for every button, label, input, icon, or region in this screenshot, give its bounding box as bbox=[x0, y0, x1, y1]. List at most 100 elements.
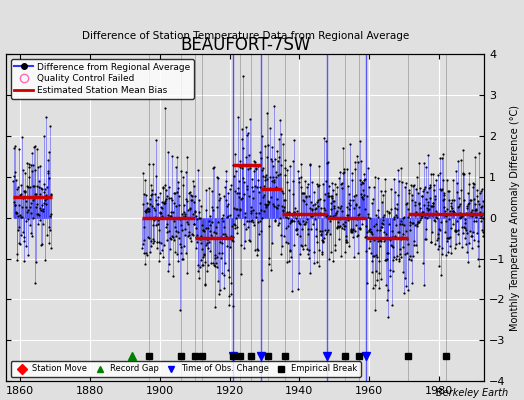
Point bbox=[13, 250, 21, 257]
Point bbox=[265, 255, 274, 261]
Point bbox=[351, 228, 359, 234]
Point bbox=[271, 218, 279, 224]
Point bbox=[453, 218, 461, 224]
Point bbox=[251, 158, 259, 165]
Point bbox=[276, 214, 285, 221]
Point bbox=[462, 226, 470, 233]
Point bbox=[366, 215, 375, 222]
Point bbox=[208, 219, 216, 225]
Point bbox=[360, 192, 368, 198]
Point bbox=[402, 180, 411, 186]
Point bbox=[150, 207, 159, 213]
Point bbox=[179, 214, 188, 221]
Point bbox=[43, 232, 51, 239]
Point bbox=[315, 228, 324, 235]
Point bbox=[243, 132, 251, 138]
Point bbox=[25, 160, 33, 167]
Point bbox=[476, 208, 484, 215]
Point bbox=[160, 200, 168, 206]
Point bbox=[34, 211, 42, 218]
Point bbox=[314, 203, 322, 210]
Point bbox=[143, 252, 151, 259]
Point bbox=[144, 207, 152, 214]
Point bbox=[445, 234, 453, 241]
Point bbox=[38, 194, 46, 200]
Point bbox=[383, 208, 391, 214]
Point bbox=[388, 243, 397, 250]
Point bbox=[278, 243, 287, 249]
Point bbox=[233, 206, 242, 213]
Point bbox=[383, 250, 391, 256]
Point bbox=[198, 246, 206, 252]
Point bbox=[419, 202, 428, 208]
Point bbox=[27, 233, 36, 240]
Point bbox=[285, 208, 293, 215]
Point bbox=[303, 184, 311, 190]
Point bbox=[258, 215, 267, 222]
Point bbox=[255, 210, 264, 216]
Point bbox=[260, 192, 268, 198]
Point bbox=[377, 188, 385, 194]
Point bbox=[347, 226, 355, 232]
Point bbox=[173, 154, 181, 160]
Point bbox=[362, 223, 370, 229]
Point bbox=[234, 178, 243, 184]
Point bbox=[235, 164, 244, 170]
Point bbox=[39, 199, 48, 206]
Point bbox=[255, 188, 263, 195]
Point bbox=[322, 230, 331, 237]
Point bbox=[361, 206, 369, 213]
Point bbox=[390, 189, 399, 196]
Point bbox=[385, 266, 394, 273]
Point bbox=[273, 205, 281, 211]
Point bbox=[359, 180, 367, 186]
Point bbox=[337, 253, 345, 259]
Point bbox=[405, 190, 413, 196]
Point bbox=[396, 245, 404, 252]
Point bbox=[269, 163, 277, 169]
Point bbox=[173, 185, 182, 192]
Point bbox=[458, 244, 466, 250]
Point bbox=[185, 231, 193, 238]
Point bbox=[227, 237, 236, 243]
Point bbox=[198, 222, 206, 228]
Point bbox=[289, 190, 297, 197]
Point bbox=[193, 262, 202, 268]
Point bbox=[460, 224, 468, 230]
Point bbox=[464, 180, 473, 187]
Point bbox=[232, 168, 240, 174]
Point bbox=[155, 258, 163, 264]
Point bbox=[205, 185, 213, 191]
Point bbox=[457, 224, 466, 230]
Point bbox=[219, 231, 227, 238]
Point bbox=[241, 178, 249, 185]
Point bbox=[477, 188, 485, 194]
Point bbox=[449, 221, 457, 227]
Point bbox=[13, 256, 21, 263]
Point bbox=[412, 222, 421, 229]
Point bbox=[244, 193, 253, 199]
Point bbox=[286, 248, 294, 254]
Point bbox=[427, 170, 435, 177]
Point bbox=[309, 202, 318, 208]
Point bbox=[234, 114, 242, 120]
Point bbox=[249, 207, 258, 214]
Point bbox=[369, 253, 377, 260]
Point bbox=[459, 170, 467, 177]
Point bbox=[313, 199, 321, 205]
Point bbox=[319, 180, 327, 187]
Point bbox=[395, 258, 403, 264]
Point bbox=[387, 186, 395, 192]
Point bbox=[169, 209, 177, 216]
Point bbox=[46, 123, 54, 129]
Point bbox=[239, 145, 247, 151]
Legend: Station Move, Record Gap, Time of Obs. Change, Empirical Break: Station Move, Record Gap, Time of Obs. C… bbox=[10, 361, 361, 377]
Point bbox=[260, 183, 268, 189]
Point bbox=[343, 239, 352, 245]
Point bbox=[346, 229, 355, 235]
Point bbox=[330, 203, 339, 209]
Point bbox=[399, 268, 407, 275]
Point bbox=[345, 200, 353, 206]
Point bbox=[214, 175, 223, 182]
Point bbox=[254, 247, 263, 253]
